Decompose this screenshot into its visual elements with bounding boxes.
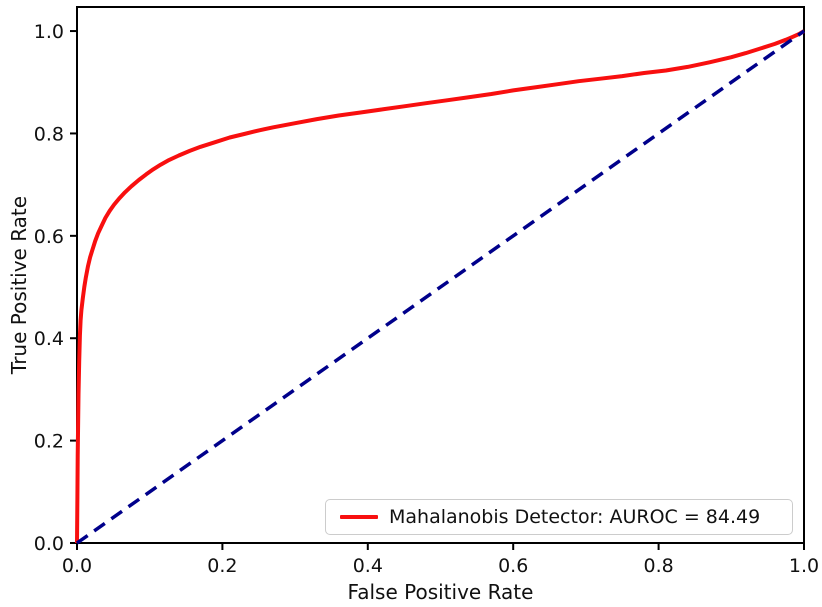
legend-box: Mahalanobis Detector: AUROC = 84.49	[325, 499, 793, 535]
y-tick-label: 0.4	[34, 328, 64, 350]
mahalanobis-roc-line	[75, 29, 806, 544]
y-tick-label: 0.6	[34, 226, 64, 248]
y-tick-label: 0.0	[34, 533, 64, 555]
x-tick-label: 0.0	[62, 555, 92, 577]
x-axis-label: False Positive Rate	[347, 580, 534, 604]
x-tick-label: 0.8	[643, 555, 673, 577]
y-tick-label: 0.8	[34, 123, 64, 145]
legend-entry-label: Mahalanobis Detector: AUROC = 84.49	[389, 506, 761, 528]
x-tick-label: 0.2	[207, 555, 237, 577]
x-tick-label: 0.6	[498, 555, 528, 577]
y-tick-label: 0.2	[34, 431, 64, 453]
chance-diagonal-line	[75, 29, 806, 545]
axes-frame	[76, 6, 805, 544]
x-tick-label: 0.4	[353, 555, 383, 577]
x-tick-label: 1.0	[789, 555, 819, 577]
legend-line-sample-icon	[340, 515, 378, 519]
y-tick-label: 1.0	[34, 21, 64, 43]
